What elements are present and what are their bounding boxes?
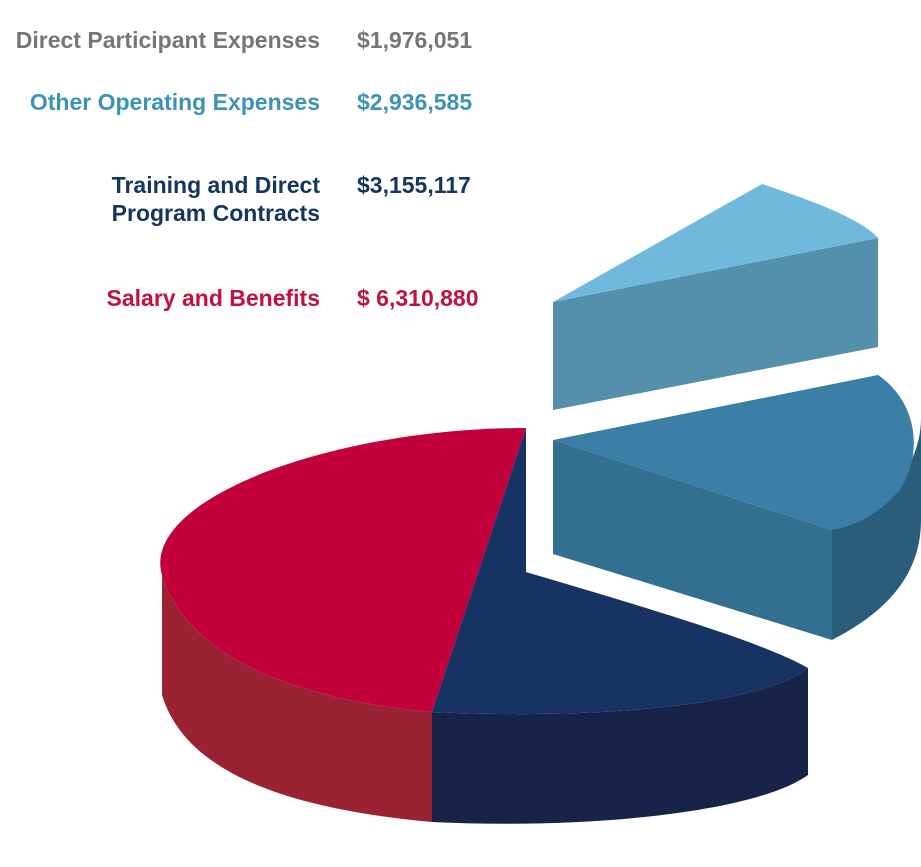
pie-slice-training-and-direct-program-contracts <box>432 428 808 824</box>
legend-value: $ 6,310,880 <box>357 285 479 311</box>
legend-label: Other Operating Expenses <box>29 89 320 115</box>
legend-label: Direct Participant Expenses <box>15 27 320 53</box>
slice-top <box>432 428 808 715</box>
slice-top <box>160 428 526 712</box>
pie-slice-other-operating-expenses <box>553 375 921 640</box>
pie-slice-salary-and-benefits <box>160 428 526 822</box>
legend-label: Salary and Benefits <box>106 285 320 311</box>
slice-top <box>553 375 914 530</box>
slice-side <box>832 418 921 640</box>
pie-slice-direct-participant-expenses <box>553 184 878 410</box>
legend-value: $2,936,585 <box>357 89 473 115</box>
slice-front <box>553 440 832 640</box>
slice-side <box>162 575 432 822</box>
slice-side <box>432 668 808 824</box>
slice-front <box>553 238 878 410</box>
slice-top <box>553 184 878 302</box>
legend-value: $1,976,051 <box>357 27 473 53</box>
legend-value: $3,155,117 <box>357 172 471 198</box>
legend-label: Training and Direct Program Contracts <box>111 172 320 226</box>
